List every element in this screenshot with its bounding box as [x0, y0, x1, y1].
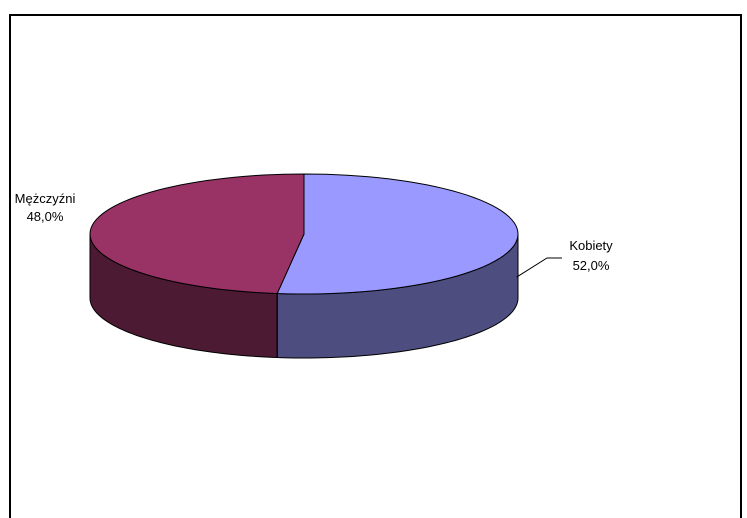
- label-leaders: [516, 257, 562, 278]
- slice-label-men-name: Mężczyźni: [15, 191, 76, 206]
- slice-label-men-value: 48,0%: [27, 209, 64, 224]
- slice-label-women-value: 52,0%: [573, 258, 610, 273]
- slice-top-mezczyzni: [89, 173, 305, 295]
- slice-top-kobiety: [276, 173, 519, 295]
- slice-label-women-name: Kobiety: [569, 238, 613, 253]
- label-leader-line-kobiety: [516, 257, 562, 278]
- pie-tops: [89, 173, 519, 295]
